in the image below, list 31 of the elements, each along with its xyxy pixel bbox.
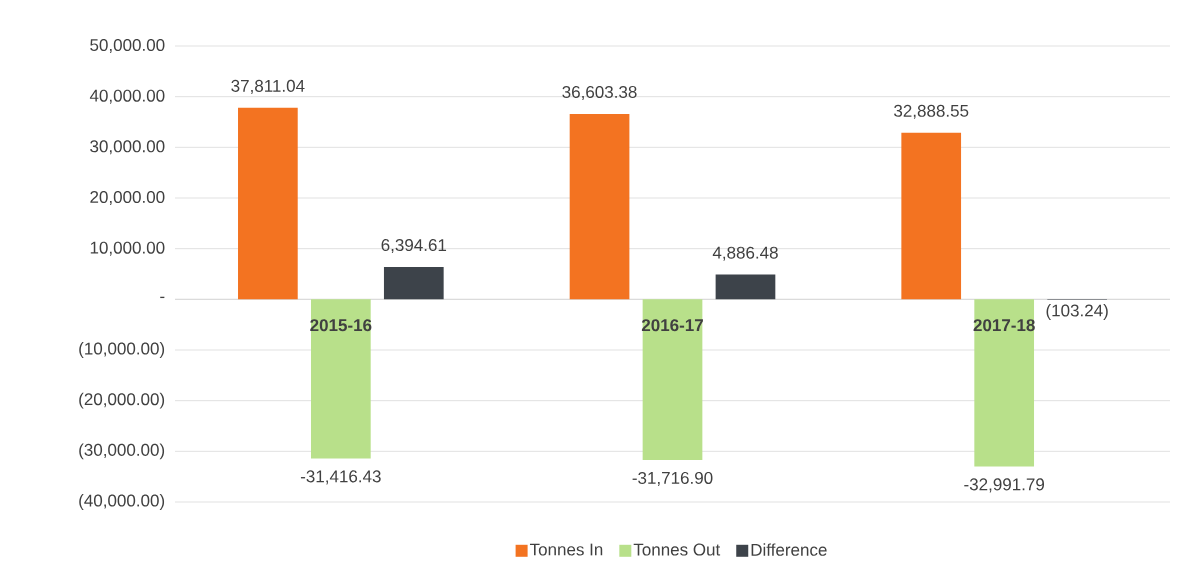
bar [383,266,444,300]
data-label: 32,888.55 [894,104,969,119]
bar [238,107,298,300]
legend-label: Difference [751,543,827,556]
data-label: (103.24) [1046,304,1108,320]
y-tick-label: 40,000.00 [89,89,165,104]
legend-label: Tonnes In [529,543,603,556]
y-tick-label: (30,000.00) [79,443,165,460]
y-tick-label: 30,000.00 [90,140,165,155]
data-label: -31,716.90 [632,471,713,486]
bar [974,299,1035,467]
bar [642,299,703,461]
y-tick-label: - [160,296,165,299]
data-label: 6,394.61 [381,239,447,254]
y-tick-label: (40,000.00) [79,494,165,510]
y-tick-label: 10,000.00 [90,241,165,256]
data-label: -31,416.43 [300,470,381,485]
y-tick-label: (20,000.00) [79,392,165,409]
bar [901,132,962,300]
data-label: 37,811.04 [231,79,305,94]
legend-label: Tonnes Out [633,543,721,556]
x-tick-label: 2016-17 [641,319,703,332]
bar [715,274,776,300]
bar [310,299,371,459]
y-tick-label: 50,000.00 [90,38,165,54]
data-label: 4,886.48 [712,246,778,261]
y-tick-label: 20,000.00 [90,190,165,206]
bar [569,113,630,300]
y-tick-label: (10,000.00) [79,342,165,358]
data-label: -32,991.79 [964,478,1045,493]
data-label: 36,603.38 [562,85,637,101]
